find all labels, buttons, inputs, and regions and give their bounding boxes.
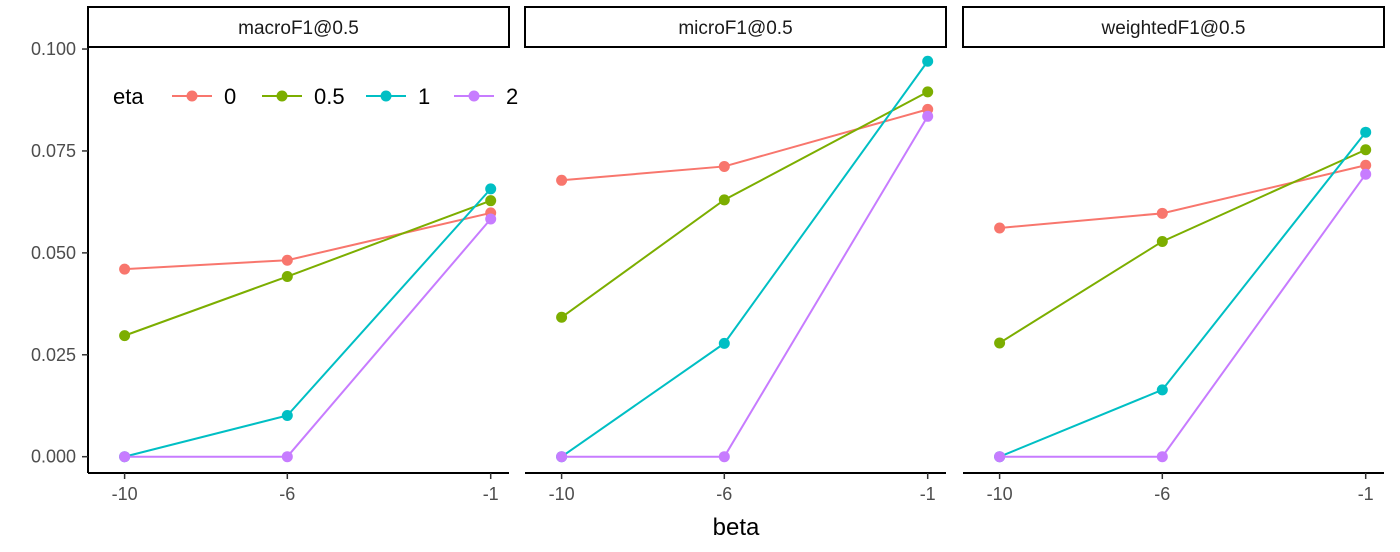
facet-title-3: weightedF1@0.5 [1101, 18, 1246, 39]
y-tick-label: 0.075 [31, 141, 76, 161]
data-point-eta-1 [1156, 384, 1168, 396]
series-line-eta-1 [999, 131, 1367, 458]
legend-label-eta-1: 1 [418, 84, 430, 109]
data-point-eta-1 [718, 337, 730, 349]
x-tick-label: -6 [1154, 484, 1170, 504]
x-tick-label: -10 [549, 484, 575, 504]
x-tick-label: -1 [920, 484, 936, 504]
series-line-eta-0.5 [124, 199, 492, 337]
data-point-eta-0.5 [281, 271, 293, 283]
y-tick-label: 0.025 [31, 345, 76, 365]
data-point-eta-0.5 [485, 195, 497, 207]
data-point-eta-2 [922, 110, 934, 122]
data-point-eta-0.5 [119, 330, 131, 342]
y-tick-label: 0.050 [31, 243, 76, 263]
series-line-eta-2 [999, 173, 1367, 458]
data-point-eta-0 [1156, 207, 1168, 219]
legend-key-point-eta-1 [380, 90, 392, 102]
data-point-eta-1 [281, 410, 293, 422]
legend-key-point-eta-0.5 [276, 90, 288, 102]
legend-label-eta-2: 2 [506, 84, 518, 109]
data-point-eta-0 [1360, 159, 1372, 171]
y-tick-label: 0.100 [31, 39, 76, 59]
legend-key-point-eta-0 [186, 90, 198, 102]
data-point-eta-0 [281, 254, 293, 266]
series-line-eta-1 [124, 188, 492, 458]
data-point-eta-0 [556, 174, 568, 186]
data-point-eta-1 [922, 55, 934, 67]
legend-title: eta [113, 84, 144, 109]
data-point-eta-2 [1360, 168, 1372, 180]
data-point-eta-2 [119, 451, 131, 463]
data-point-eta-2 [718, 451, 730, 463]
data-point-eta-0.5 [994, 337, 1006, 349]
data-point-eta-0.5 [556, 311, 568, 323]
data-point-eta-0 [718, 160, 730, 172]
x-tick-label: -10 [112, 484, 138, 504]
y-tick-label: 0.000 [31, 447, 76, 467]
x-tick-label: -10 [987, 484, 1013, 504]
data-point-eta-0 [119, 263, 131, 275]
data-point-eta-1 [1360, 126, 1372, 138]
facet-title-1: macroF1@0.5 [238, 18, 359, 39]
facet-strip-3 [962, 6, 1385, 48]
facet-title-2: microF1@0.5 [678, 18, 792, 39]
series-line-eta-2 [561, 115, 929, 458]
data-point-eta-2 [556, 451, 568, 463]
data-point-eta-0.5 [1360, 144, 1372, 156]
facet-strip-2 [524, 6, 947, 48]
x-tick-label: -6 [279, 484, 295, 504]
facet-strip-1 [87, 6, 510, 48]
data-point-eta-0.5 [718, 194, 730, 206]
data-point-eta-2 [994, 451, 1006, 463]
legend-label-eta-0.5: 0.5 [314, 84, 345, 109]
data-point-eta-2 [1156, 451, 1168, 463]
x-tick-label: -6 [716, 484, 732, 504]
data-point-eta-0.5 [922, 86, 934, 98]
x-axis-title: beta [713, 514, 760, 541]
legend-label-eta-0: 0 [224, 84, 236, 109]
data-point-eta-0 [994, 222, 1006, 234]
data-point-eta-2 [485, 213, 497, 225]
data-point-eta-1 [485, 183, 497, 195]
x-tick-label: -1 [1358, 484, 1374, 504]
data-point-eta-2 [281, 451, 293, 463]
legend-key-point-eta-2 [468, 90, 480, 102]
x-tick-label: -1 [483, 484, 499, 504]
data-point-eta-0.5 [1156, 235, 1168, 247]
